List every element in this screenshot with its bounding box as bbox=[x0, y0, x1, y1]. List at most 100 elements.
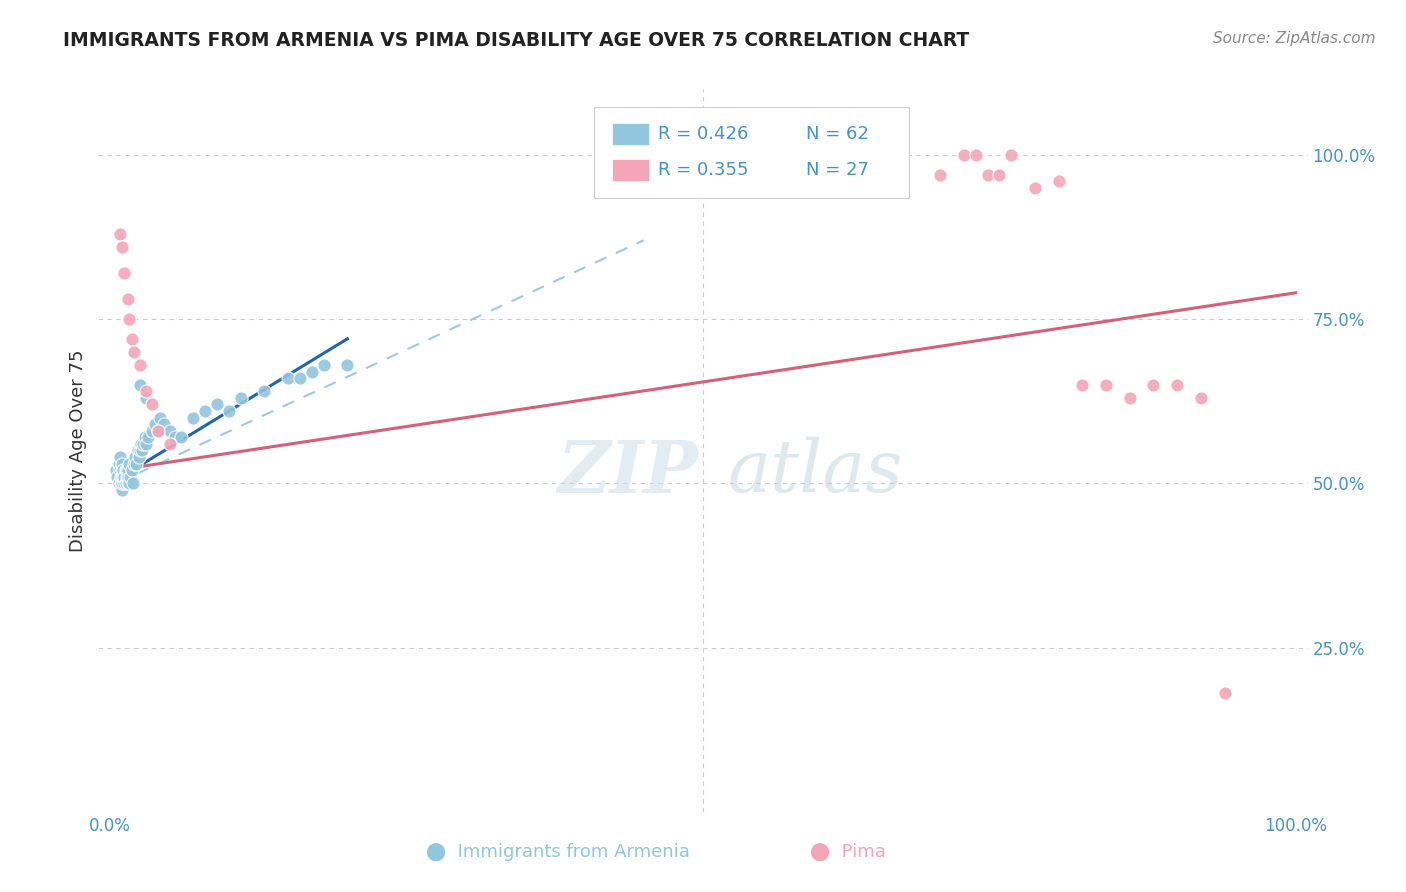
FancyBboxPatch shape bbox=[595, 107, 908, 198]
Point bbox=[114, 469, 136, 483]
Point bbox=[127, 443, 149, 458]
Point bbox=[929, 168, 952, 182]
Point bbox=[107, 457, 129, 471]
Point bbox=[111, 463, 134, 477]
Point bbox=[312, 358, 335, 372]
Point bbox=[115, 469, 138, 483]
Point bbox=[1166, 377, 1188, 392]
Point bbox=[135, 437, 157, 451]
Point bbox=[1047, 174, 1070, 188]
Y-axis label: Disability Age Over 75: Disability Age Over 75 bbox=[69, 349, 87, 552]
Point bbox=[118, 312, 141, 326]
Point bbox=[118, 476, 141, 491]
Point bbox=[149, 410, 172, 425]
Point bbox=[108, 463, 131, 477]
Point bbox=[111, 469, 134, 483]
Point bbox=[165, 430, 187, 444]
Point bbox=[988, 168, 1011, 182]
Point bbox=[965, 148, 987, 162]
Point bbox=[143, 417, 166, 432]
Point bbox=[110, 476, 132, 491]
Point bbox=[111, 457, 134, 471]
Text: ZIP: ZIP bbox=[558, 437, 699, 508]
Text: Source: ZipAtlas.com: Source: ZipAtlas.com bbox=[1212, 31, 1375, 46]
Point bbox=[132, 437, 155, 451]
Point bbox=[117, 463, 139, 477]
Text: N = 27: N = 27 bbox=[806, 161, 869, 179]
Point bbox=[336, 358, 359, 372]
Bar bbox=[613, 123, 648, 145]
Text: atlas: atlas bbox=[727, 437, 903, 508]
Point bbox=[229, 391, 252, 405]
Text: ⬤  Pima: ⬤ Pima bbox=[810, 842, 886, 861]
Text: N = 62: N = 62 bbox=[806, 125, 869, 143]
Point bbox=[117, 469, 139, 483]
Point bbox=[125, 457, 148, 471]
Point bbox=[146, 424, 169, 438]
Point bbox=[110, 469, 132, 483]
Point bbox=[181, 410, 204, 425]
Point bbox=[108, 450, 131, 464]
Point bbox=[124, 450, 146, 464]
Point bbox=[1213, 686, 1236, 700]
Point bbox=[117, 476, 139, 491]
Point bbox=[111, 483, 134, 497]
Point bbox=[205, 397, 228, 411]
Point bbox=[111, 240, 134, 254]
Point bbox=[134, 430, 156, 444]
Point bbox=[105, 469, 128, 483]
Point bbox=[976, 168, 998, 182]
Point bbox=[159, 437, 181, 451]
Point bbox=[141, 424, 163, 438]
Point bbox=[105, 463, 128, 477]
Point bbox=[129, 377, 152, 392]
Point bbox=[108, 227, 131, 241]
Point bbox=[114, 463, 136, 477]
Point bbox=[121, 332, 143, 346]
Point bbox=[112, 463, 135, 477]
Point bbox=[952, 148, 974, 162]
Point bbox=[129, 358, 152, 372]
Point bbox=[141, 397, 163, 411]
Point bbox=[1142, 377, 1164, 392]
Point bbox=[277, 371, 299, 385]
Point bbox=[301, 365, 323, 379]
Point bbox=[135, 391, 157, 405]
Point bbox=[146, 424, 169, 438]
Point bbox=[170, 430, 193, 444]
Point bbox=[112, 469, 135, 483]
Point bbox=[1024, 180, 1046, 194]
Text: R = 0.355: R = 0.355 bbox=[658, 161, 749, 179]
Point bbox=[111, 476, 134, 491]
Point bbox=[107, 476, 129, 491]
Point bbox=[120, 469, 142, 483]
Point bbox=[152, 417, 174, 432]
Point bbox=[114, 266, 136, 280]
Point bbox=[122, 345, 145, 359]
Point bbox=[131, 443, 153, 458]
Point bbox=[114, 476, 136, 491]
Point bbox=[121, 476, 143, 491]
Text: IMMIGRANTS FROM ARMENIA VS PIMA DISABILITY AGE OVER 75 CORRELATION CHART: IMMIGRANTS FROM ARMENIA VS PIMA DISABILI… bbox=[63, 31, 970, 50]
Point bbox=[114, 476, 136, 491]
Point bbox=[129, 443, 152, 458]
Point bbox=[194, 404, 217, 418]
Point bbox=[117, 293, 139, 307]
Point bbox=[121, 463, 143, 477]
Bar bbox=[613, 160, 648, 181]
Point bbox=[288, 371, 311, 385]
Point bbox=[253, 384, 276, 399]
Point bbox=[115, 463, 138, 477]
Text: ⬤  Immigrants from Armenia: ⬤ Immigrants from Armenia bbox=[426, 842, 690, 861]
Text: R = 0.426: R = 0.426 bbox=[658, 125, 748, 143]
Point bbox=[1000, 148, 1022, 162]
Point bbox=[129, 437, 152, 451]
Point bbox=[118, 457, 141, 471]
Point bbox=[136, 430, 159, 444]
Point bbox=[1189, 391, 1212, 405]
Point bbox=[159, 424, 181, 438]
Point bbox=[122, 457, 145, 471]
Point bbox=[1095, 377, 1118, 392]
Point bbox=[1119, 391, 1142, 405]
Point bbox=[135, 384, 157, 399]
